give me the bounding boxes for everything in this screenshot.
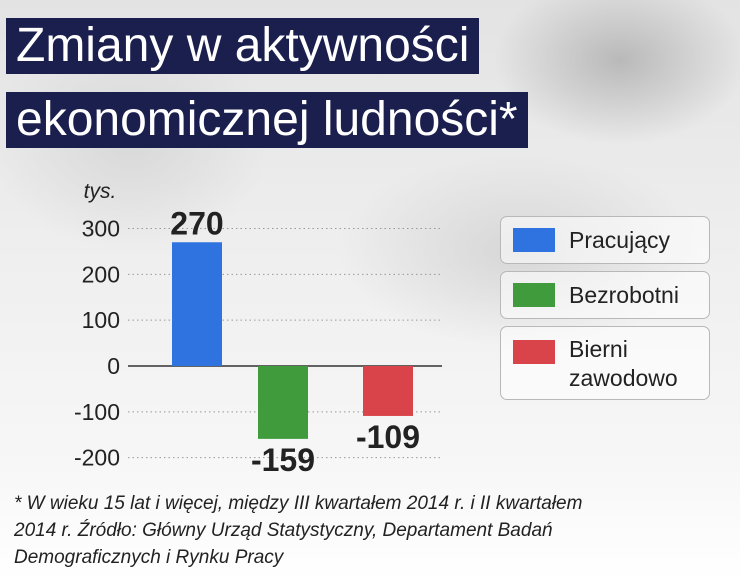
legend-item-pracujacy: Pracujący bbox=[500, 216, 710, 264]
chart-title-line2: ekonomicznej ludności* bbox=[6, 92, 528, 148]
footnote-line: Demograficznych i Rynku Pracy bbox=[14, 547, 284, 568]
bar-value-label: 270 bbox=[170, 205, 223, 241]
chart-title-line1: Zmiany w aktywności bbox=[6, 18, 480, 74]
legend-swatch bbox=[513, 283, 555, 307]
legend-label: zawodowo bbox=[569, 365, 678, 391]
bar bbox=[363, 366, 413, 416]
legend-label: Bezrobotni bbox=[569, 282, 679, 308]
y-tick-label: -200 bbox=[74, 445, 120, 471]
y-tick-label: 0 bbox=[107, 353, 120, 379]
unit-label: tys. bbox=[84, 180, 117, 203]
bar-value-label: -109 bbox=[356, 419, 420, 455]
data-labels: 270 -159 -109 bbox=[170, 205, 420, 478]
legend-swatch bbox=[513, 228, 555, 252]
bar-value-label: -159 bbox=[251, 442, 315, 478]
legend-item-bezrobotni: Bezrobotni bbox=[500, 271, 710, 319]
y-tick-label: 100 bbox=[82, 307, 120, 333]
footnote-line: * W wieku 15 lat i więcej, między III kw… bbox=[14, 493, 583, 514]
footnote: * W wieku 15 lat i więcej, między III kw… bbox=[14, 490, 734, 571]
y-tick-label: -100 bbox=[74, 399, 120, 425]
bar bbox=[172, 242, 222, 366]
y-tick-label: 300 bbox=[82, 216, 120, 242]
legend-swatch bbox=[513, 340, 555, 364]
bars bbox=[172, 242, 413, 439]
bar bbox=[258, 366, 308, 439]
legend-label: Pracujący bbox=[569, 227, 670, 253]
legend-label: Bierni bbox=[569, 336, 628, 362]
legend-item-bierni: Bierni zawodowo bbox=[500, 326, 710, 400]
footnote-line: 2014 r. Źródło: Główny Urząd Statystyczn… bbox=[14, 520, 553, 541]
y-tick-label: 200 bbox=[82, 261, 120, 287]
y-axis-ticks: 300 200 100 0 -100 -200 bbox=[74, 216, 120, 471]
